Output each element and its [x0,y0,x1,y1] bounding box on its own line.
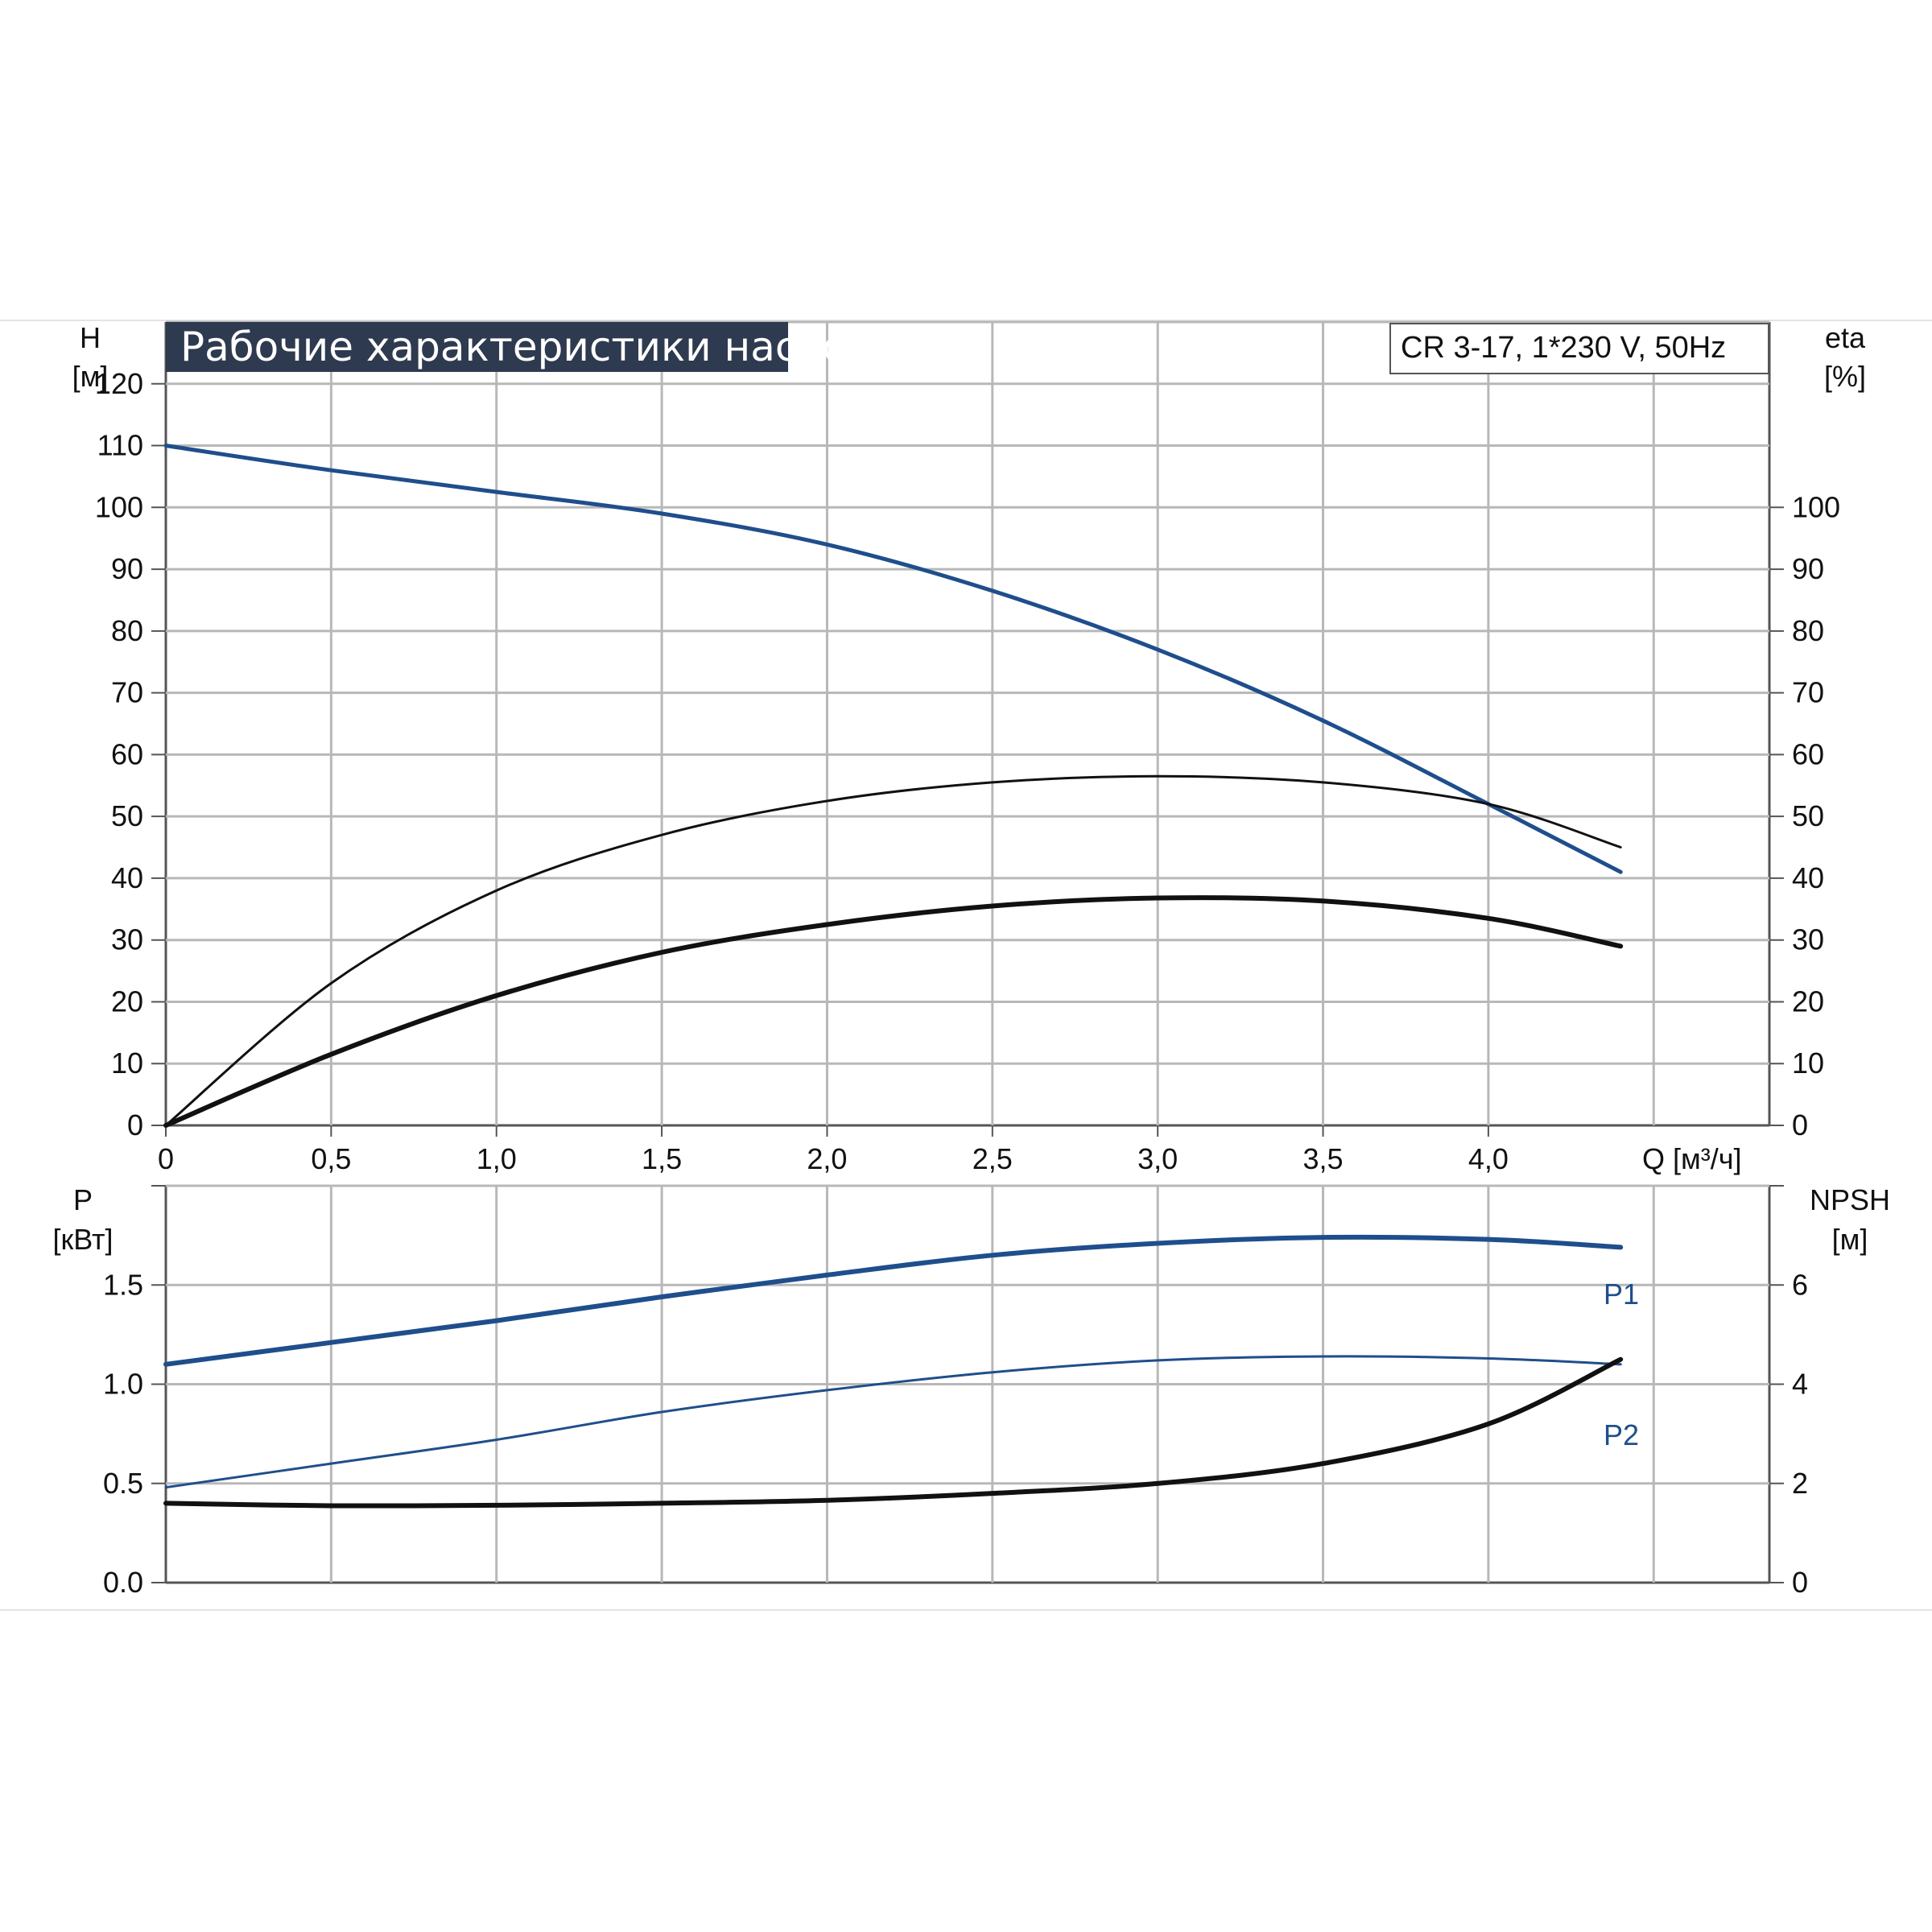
right-tick-label: 2 [1792,1467,1808,1500]
right-tick-label: 100 [1792,490,1840,523]
curve-p1 [163,1234,1624,1367]
right-tick-label: 10 [1792,1046,1824,1080]
right-tick-label: 40 [1792,861,1824,894]
right-axis-label-npsh: NPSH [1810,1183,1890,1216]
left-tick-label: 10 [111,1046,143,1080]
left-tick-label: 50 [111,799,143,832]
model-label: CR 3-17, 1*230 V, 50Hz [1401,331,1726,365]
left-tick-label: 100 [95,490,143,523]
curve-label-p2: P2 [1604,1418,1639,1451]
left-axis-label-p: P [73,1183,93,1216]
curve-0-1 [164,774,1622,1127]
curve-0-2 [163,895,1624,1128]
grid-lines [166,320,1769,1583]
right-tick-label: 20 [1792,985,1824,1018]
left-tick-label: 0.0 [103,1566,143,1599]
left-tick-label: 110 [97,429,143,462]
x-tick-label: 0,5 [311,1142,351,1175]
curve-0-0 [163,444,1623,874]
right-tick-label: 70 [1792,676,1824,709]
right-tick-label: 60 [1792,737,1824,770]
right-tick-label: 90 [1792,552,1824,585]
x-tick-label: 0 [158,1142,174,1175]
tick-labels: 0102030405060708090100110120010203040506… [95,367,1840,1599]
labels: Рабочие характеристики насоса CR 3-17, 1… [52,321,1890,1451]
x-tick-label: 2,0 [807,1142,847,1175]
right-tick-label: 80 [1792,614,1824,647]
left-tick-label: 90 [111,552,143,585]
curve-1-2 [163,1356,1624,1509]
x-tick-label: 4,0 [1468,1142,1509,1175]
x-tick-label: 1,0 [477,1142,517,1175]
x-tick-label: 1,5 [642,1142,682,1175]
model-box [1389,323,1769,374]
left-axis-unit-p: [кВт] [52,1223,113,1256]
left-tick-label: 30 [111,923,143,956]
left-tick-label: 70 [111,676,143,709]
x-tick-label: 2,5 [972,1142,1013,1175]
right-tick-label: 50 [1792,799,1824,832]
right-tick-label: 30 [1792,923,1824,956]
left-tick-label: 80 [111,614,143,647]
left-tick-label: 1.0 [103,1368,143,1401]
left-axis-label-h: H [80,321,101,354]
left-tick-label: 40 [111,861,143,894]
x-tick-label: 3,0 [1137,1142,1178,1175]
left-tick-label: 60 [111,737,143,770]
left-tick-label: 120 [95,367,143,400]
curve-p2 [164,1355,1622,1489]
right-axis-unit-npsh: [м] [1832,1223,1868,1256]
left-tick-label: 0 [127,1108,143,1141]
right-tick-label: 0 [1792,1566,1808,1599]
chart-frames [0,320,1932,1611]
left-tick-label: 0.5 [103,1467,143,1500]
chart-title: Рабочие характеристики насоса [180,324,869,370]
left-axis-unit-h: [м] [72,360,109,393]
curve-label-p1: P1 [1604,1278,1639,1311]
x-tick-label: 3,5 [1303,1142,1344,1175]
title-background [166,322,788,372]
right-tick-label: 0 [1792,1108,1808,1141]
left-tick-label: 20 [111,985,143,1018]
right-axis-label-eta: eta [1825,321,1866,354]
x-axis-label: Q [м³/ч] [1642,1142,1742,1175]
curves [163,444,1624,1509]
left-tick-label: 1.5 [103,1268,143,1301]
right-tick-label: 6 [1792,1268,1808,1301]
right-axis-unit-eta: [%] [1824,360,1866,393]
right-tick-label: 4 [1792,1368,1808,1401]
